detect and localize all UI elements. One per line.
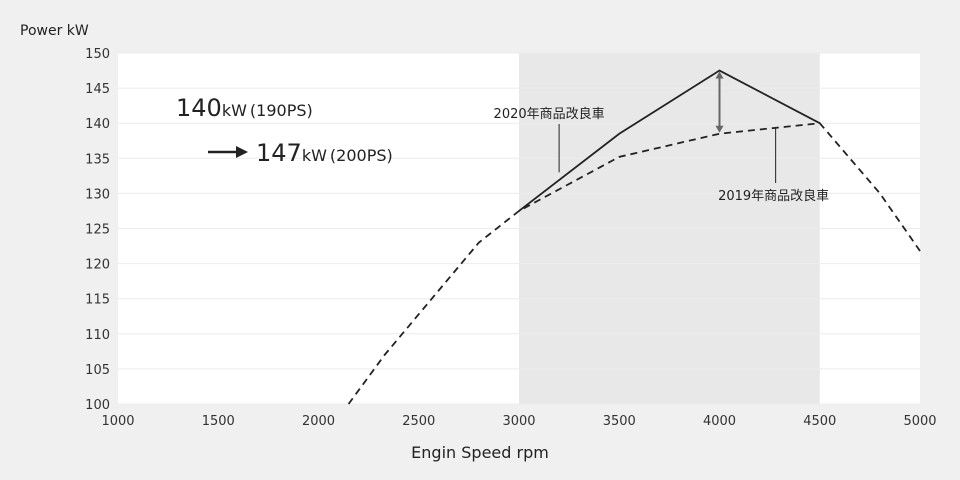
x-tick-label: 5000	[903, 414, 936, 429]
y-axis: 150 145 140 135 130 125 120 115 110 105 100	[85, 47, 110, 413]
grid	[118, 52, 920, 405]
callout-line-1: 140kW (190PS)	[176, 94, 313, 122]
y-tick-label: 150	[85, 47, 110, 62]
x-tick-label: 1000	[101, 414, 134, 429]
callout-line-2: 147kW (200PS)	[256, 139, 393, 167]
callout-1-value: 140	[176, 94, 222, 122]
y-tick-label: 135	[85, 152, 110, 167]
power-callout: 140kW (190PS) 147kW (200PS)	[176, 94, 393, 167]
x-tick-label: 3500	[603, 414, 636, 429]
callout-1-ps: (190PS)	[250, 101, 313, 120]
callout-2-unit: kW	[302, 146, 327, 165]
difference-arrow-head-up	[715, 71, 724, 79]
y-tick-label: 110	[85, 328, 110, 343]
x-tick-label: 4500	[803, 414, 836, 429]
series-2019-line	[347, 122, 921, 405]
series-group	[347, 69, 921, 405]
x-axis: 1000 1500 2000 2500 3000 3500 4000 4500 5000	[101, 414, 936, 429]
x-tick-label: 1500	[202, 414, 235, 429]
x-tick-label: 2000	[302, 414, 335, 429]
x-tick-label: 4000	[703, 414, 736, 429]
y-tick-label: 105	[85, 363, 110, 378]
callout-arrow-icon	[208, 146, 248, 158]
label-2019: 2019年商品改良車	[718, 188, 829, 204]
y-tick-label: 130	[85, 187, 110, 202]
series-2020-line	[518, 69, 821, 212]
y-tick-label: 140	[85, 117, 110, 132]
y-tick-label: 145	[85, 82, 110, 97]
annotations: 2020年商品改良車 2019年商品改良車	[494, 71, 829, 204]
x-axis-label: Engin Speed rpm	[411, 443, 549, 462]
y-tick-label: 100	[85, 398, 110, 413]
difference-arrow-head-down	[715, 125, 724, 133]
x-tick-label: 3000	[502, 414, 535, 429]
label-2020: 2020年商品改良車	[494, 106, 605, 122]
y-tick-label: 115	[85, 293, 110, 308]
callout-1-unit: kW	[222, 101, 247, 120]
y-axis-label: Power kW	[20, 23, 89, 39]
callout-2-value: 147	[256, 139, 302, 167]
y-tick-label: 125	[85, 223, 110, 238]
y-tick-label: 120	[85, 258, 110, 273]
x-tick-label: 2500	[402, 414, 435, 429]
callout-2-ps: (200PS)	[330, 146, 393, 165]
